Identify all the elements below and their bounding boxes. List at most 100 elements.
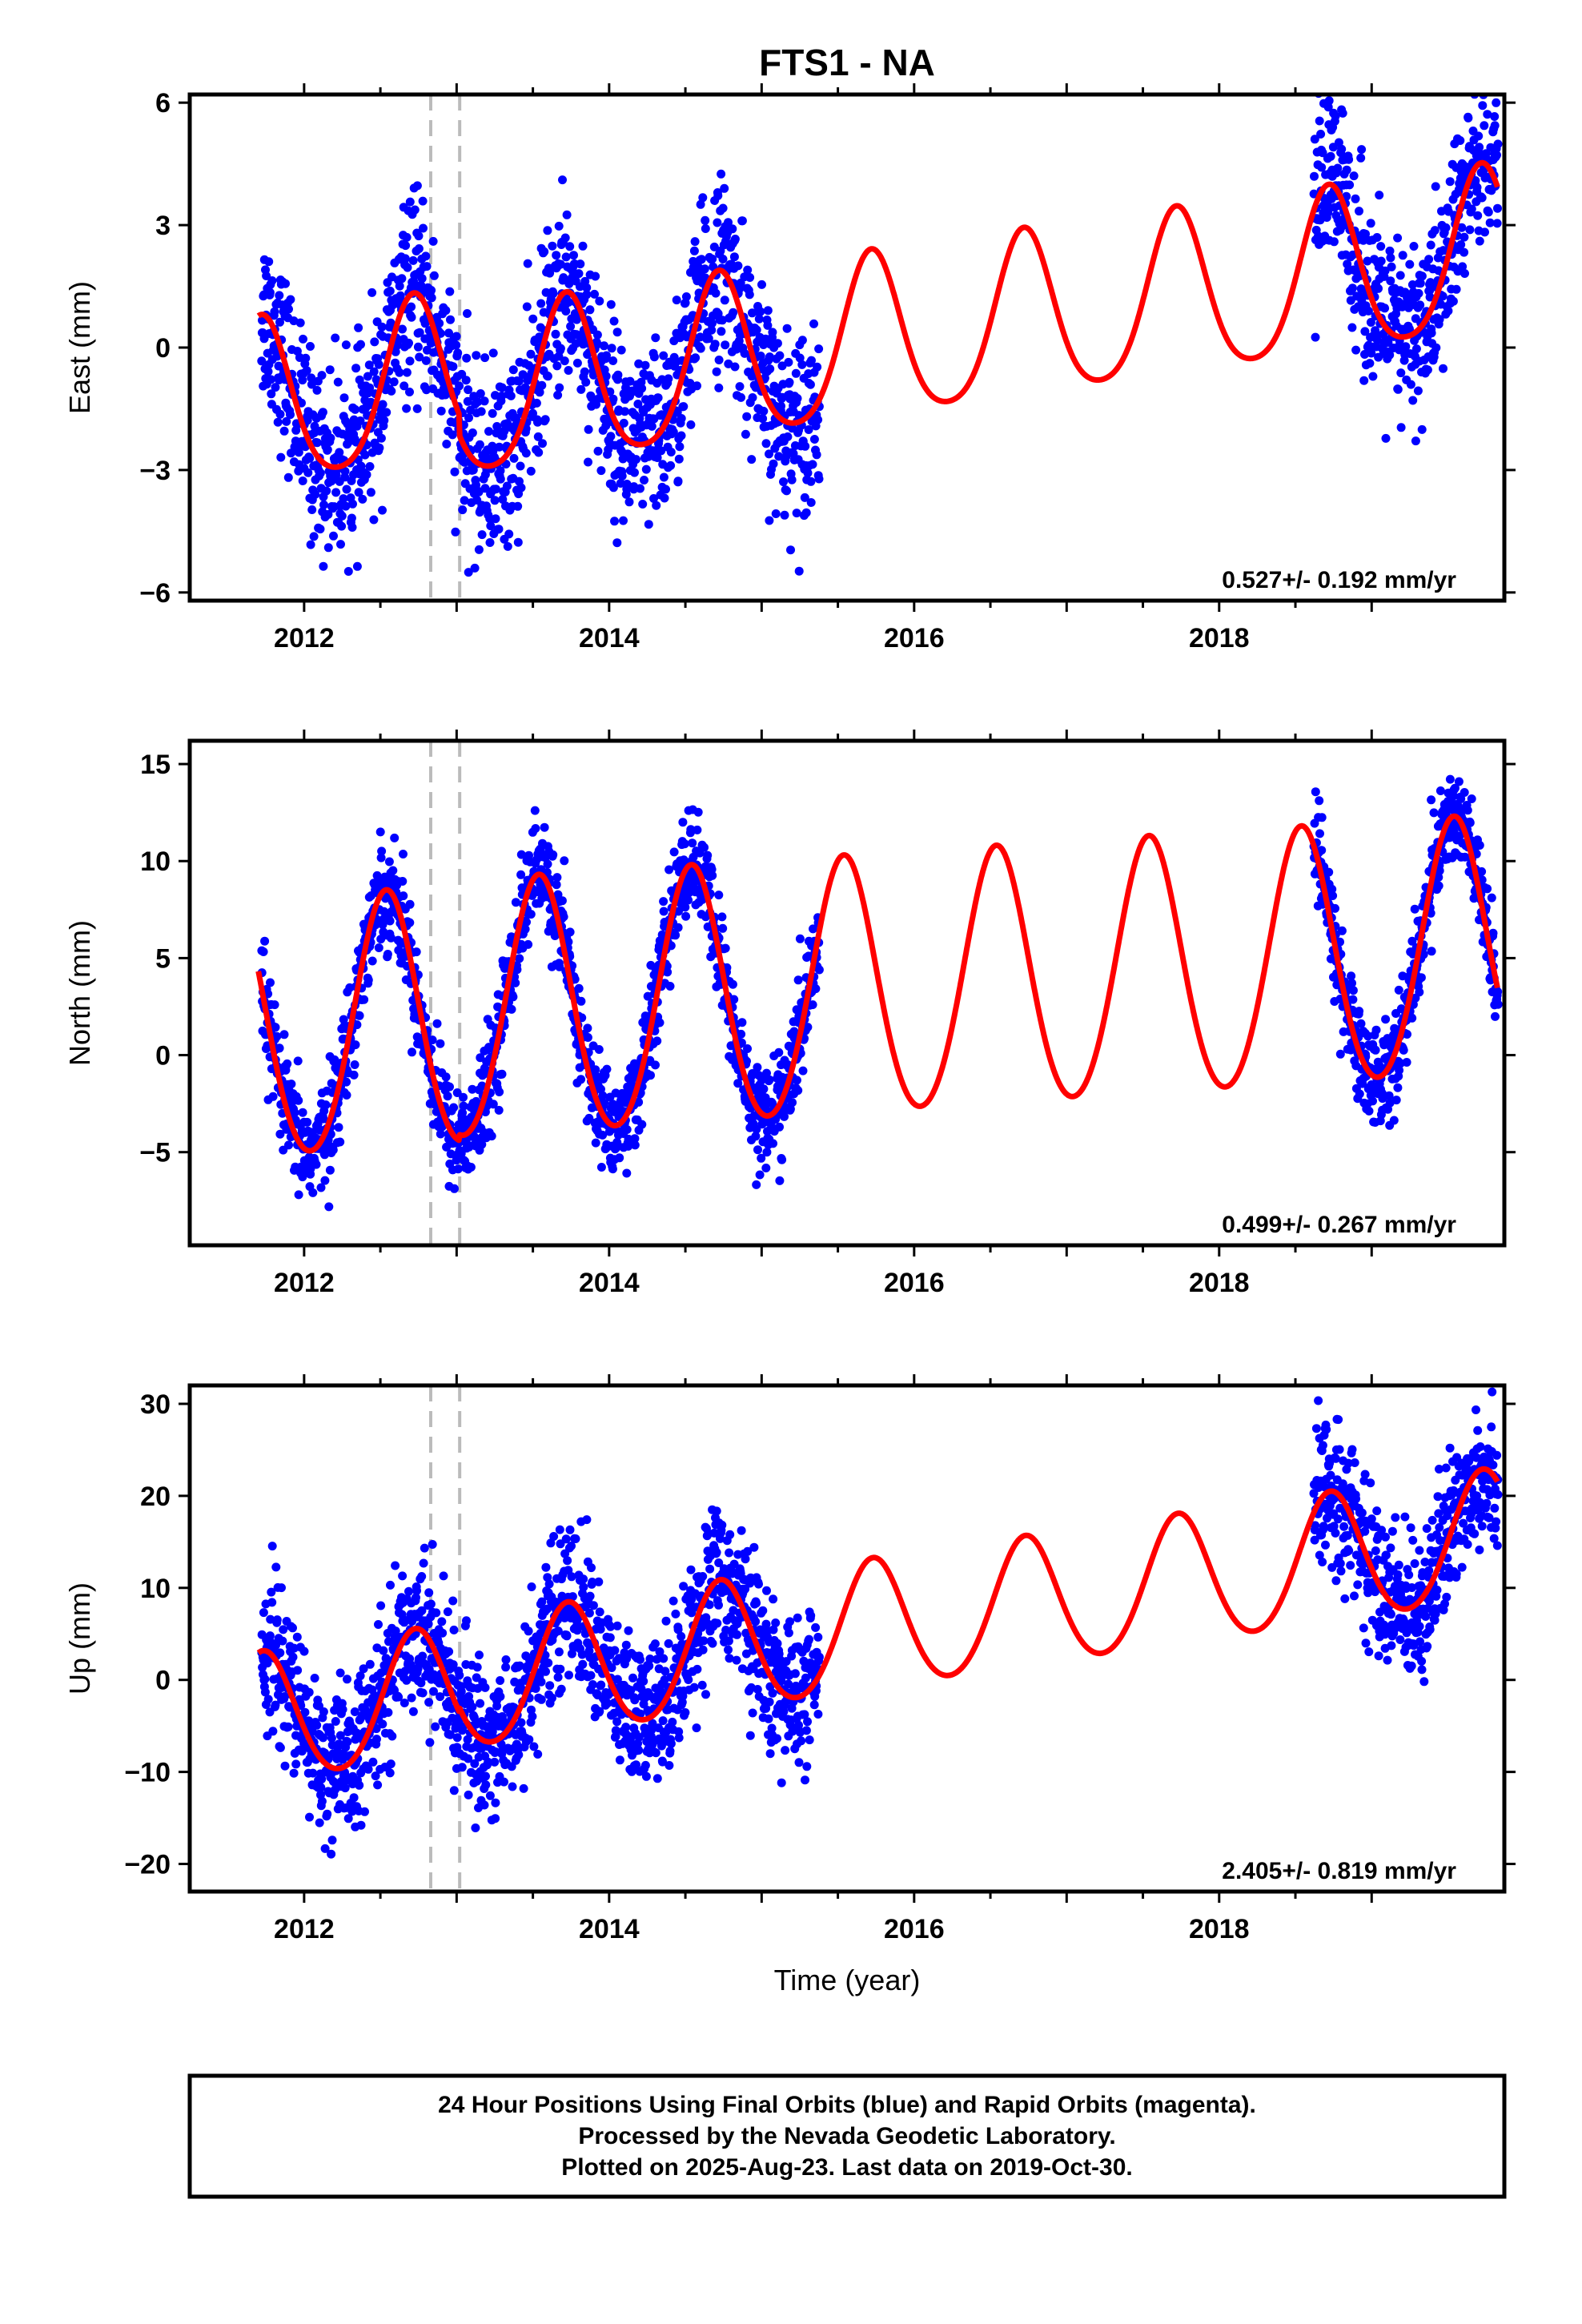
north-observation-point [795,934,805,943]
east-observation-point [488,348,498,358]
east-observation-point [585,305,595,315]
north-observation-point [659,897,669,907]
east-observation-point [418,196,428,206]
up-observation-point [355,1780,364,1790]
east-observation-point [560,356,569,366]
up-observation-point [277,1583,286,1593]
up-observation-point [582,1515,592,1525]
east-observation-point [763,320,773,330]
north-observation-point [511,978,520,987]
north-observation-point [342,1077,351,1087]
north-observation-point [459,1101,468,1111]
east-observation-point [502,481,512,491]
east-observation-point [343,567,353,576]
east-observation-point [630,468,639,477]
east-observation-point [1395,271,1405,280]
east-observation-point [484,427,493,436]
east-observation-point [608,356,618,365]
east-observation-point [405,388,414,396]
east-observation-point [534,448,544,457]
up-observation-point [319,1707,328,1716]
east-observation-point [771,509,781,518]
east-observation-point [1366,219,1375,228]
north-observation-point [1493,999,1503,1009]
up-observation-point [419,1558,428,1568]
east-observation-point [436,406,446,416]
up-observation-point [418,1651,428,1661]
up-observation-point [386,1759,396,1769]
east-observation-point [783,432,793,441]
east-observation-point [452,332,461,341]
east-observation-point [769,459,778,468]
up-observation-point [426,1599,436,1609]
east-observation-point [644,520,653,529]
north-observation-point [355,1011,364,1020]
north-observation-point [259,947,268,956]
east-observation-point [262,271,271,280]
east-observation-point [413,342,423,352]
east-observation-point [595,296,604,306]
east-observation-point [408,255,418,265]
east-observation-point [759,406,769,416]
east-observation-point [1468,75,1476,84]
north-observation-point [1317,813,1327,822]
east-observation-point [303,416,312,425]
east-observation-point [779,477,788,487]
east-observation-point [1448,296,1458,306]
east-observation-point [1376,242,1386,251]
up-observation-point [528,1711,537,1721]
east-observation-point [1439,364,1447,373]
north-observation-point [1416,973,1426,983]
east-observation-point [633,400,643,408]
up-observation-point [480,1800,489,1810]
north-observation-point [266,978,275,987]
east-observation-point [1345,180,1355,190]
east-observation-point [730,235,740,243]
east-observation-point [267,276,277,285]
north-observation-point [1355,1007,1364,1016]
east-observation-point [720,296,729,305]
east-observation-point [564,297,573,307]
east-observation-point [427,286,436,295]
east-observation-point [775,351,785,360]
up-observation-point [475,1651,484,1660]
up-observation-point [404,1586,413,1596]
east-observation-point [713,191,723,200]
up-observation-point [275,1743,285,1752]
up-observation-point [490,1757,500,1767]
east-observation-point [664,374,673,384]
north-observation-point [524,939,533,949]
east-observation-point [812,450,821,460]
up-observation-point [418,1688,428,1698]
north-observation-point [351,1040,360,1050]
east-observation-point [331,333,340,343]
east-observation-point [281,279,290,288]
north-observation-point [436,1039,445,1048]
east-observation-point [590,289,599,299]
east-observation-point [496,466,505,476]
east-observation-point [653,393,663,403]
east-observation-point [503,541,512,551]
east-observation-point [486,521,496,531]
east-observation-point [1365,359,1375,368]
up-observation-point [455,1671,464,1680]
east-observation-point [348,499,357,509]
east-observation-point [1347,283,1357,293]
north-observation-point [1467,794,1476,803]
north-observation-point [1394,985,1403,995]
east-observation-point [711,288,721,298]
east-observation-point [1333,163,1343,173]
east-observation-point [696,344,705,353]
east-observation-point [1483,63,1492,72]
up-observation-point [373,1780,383,1790]
north-observation-point [708,870,717,880]
north-observation-point [284,1140,293,1150]
east-observation-point [356,340,365,349]
east-observation-point [604,444,613,454]
up-observation-point [363,1764,373,1774]
east-observation-point [1380,266,1390,275]
east-observation-point [323,445,332,454]
east-observation-point [561,252,571,262]
east-observation-point [1375,191,1384,200]
